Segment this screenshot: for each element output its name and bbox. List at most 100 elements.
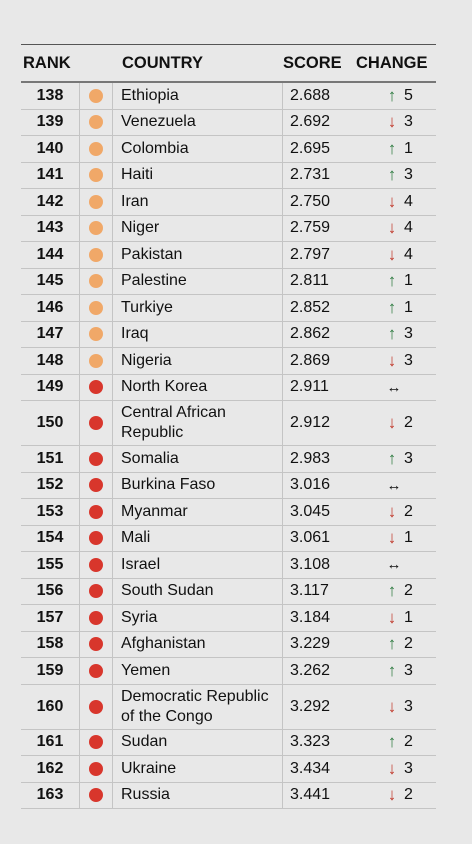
arrow-up-icon: ↑ [387, 165, 397, 185]
rank-cell: 153 [21, 499, 80, 525]
status-dot-icon [89, 327, 103, 342]
status-dot-icon [89, 380, 103, 395]
status-dot-icon [89, 451, 103, 466]
rank-cell: 158 [21, 631, 80, 657]
table-row: 154 Mali 3.061 ↓ 1 [21, 525, 436, 552]
header-rank: RANK [23, 53, 71, 72]
change-value: 3 [404, 449, 413, 467]
status-dot-icon [89, 663, 103, 678]
change-cell: ↑ 2 [356, 632, 436, 658]
score-cell: 3.117 [290, 582, 329, 600]
table-row: 140 Colombia 2.695 ↑ 1 [21, 136, 436, 163]
table-row: 159 Yemen 3.262 ↑ 3 [21, 658, 436, 685]
ranking-table: RANK COUNTRY SCORE CHANGE 138 Ethiopia 2.6… [21, 44, 436, 809]
header-score: SCORE [283, 53, 342, 72]
country-cell: Yemen [113, 658, 283, 684]
country-cell: Venezuela [113, 109, 283, 135]
table-row: 163 Russia 3.441 ↓ 2 [21, 782, 436, 809]
status-dot-cell [80, 658, 113, 684]
country-cell: Iraq [113, 321, 283, 347]
country-cell: Palestine [113, 268, 283, 294]
change-cell: ↑ 2 [356, 730, 436, 756]
arrow-up-icon: ↑ [387, 324, 397, 344]
table-header: RANK COUNTRY SCORE CHANGE [21, 45, 436, 83]
table-row: 150 Central African Republic 2.912 ↓ 2 [21, 401, 436, 446]
change-cell: ↓ 1 [356, 605, 436, 631]
change-cell: ↓ 2 [356, 499, 436, 525]
change-cell: ↑ 3 [356, 163, 436, 189]
table-row: 143 Niger 2.759 ↓ 4 [21, 215, 436, 242]
change-cell: ↔ [356, 375, 436, 401]
status-dot-cell [80, 684, 113, 729]
status-dot-icon [89, 274, 103, 289]
score-cell: 2.750 [290, 192, 331, 210]
table-row: 151 Somalia 2.983 ↑ 3 [21, 446, 436, 473]
status-dot-icon [89, 168, 103, 183]
table-row: 139 Venezuela 2.692 ↓ 3 [21, 109, 436, 136]
table-row: 146 Turkiye 2.852 ↑ 1 [21, 295, 436, 322]
country-cell: South Sudan [113, 578, 283, 604]
rank-cell: 144 [21, 242, 80, 268]
country-cell: Myanmar [113, 499, 283, 525]
country-cell: Syria [113, 605, 283, 631]
score-cell: 2.911 [290, 378, 329, 396]
change-cell: ↑ 1 [356, 295, 436, 321]
score-cell: 3.184 [290, 608, 331, 626]
status-dot-icon [89, 788, 103, 803]
change-value: 3 [404, 759, 413, 777]
status-dot-icon [89, 531, 103, 546]
status-dot-cell [80, 136, 113, 162]
status-dot-icon [89, 610, 103, 625]
status-dot-cell [80, 446, 113, 472]
country-cell: Pakistan [113, 242, 283, 268]
country-cell: Israel [113, 552, 283, 578]
score-cell: 2.692 [290, 113, 331, 131]
country-cell: Central African Republic [113, 401, 283, 445]
status-dot-cell [80, 109, 113, 135]
rank-cell: 157 [21, 605, 80, 631]
status-dot-cell [80, 578, 113, 604]
score-cell: 2.852 [290, 298, 331, 316]
change-cell: ↑ 2 [356, 579, 436, 605]
change-value: 1 [404, 139, 413, 157]
change-cell: ↑ 1 [356, 269, 436, 295]
status-dot-cell [80, 215, 113, 241]
status-dot-icon [89, 637, 103, 652]
change-value: 1 [404, 529, 413, 547]
change-cell: ↓ 3 [356, 348, 436, 374]
arrow-up-icon: ↑ [387, 448, 397, 468]
arrow-up-icon: ↑ [387, 85, 397, 105]
change-cell: ↑ 3 [356, 658, 436, 684]
table-row: 155 Israel 3.108 ↔ [21, 552, 436, 579]
status-dot-icon [89, 194, 103, 209]
arrow-up-icon: ↑ [387, 138, 397, 158]
score-cell: 2.759 [290, 219, 331, 237]
status-dot-cell [80, 472, 113, 498]
arrow-left-right-icon: ↔ [386, 378, 402, 396]
country-cell: Mali [113, 525, 283, 551]
table-row: 148 Nigeria 2.869 ↓ 3 [21, 348, 436, 375]
arrow-up-icon: ↑ [387, 732, 397, 752]
status-dot-cell [80, 348, 113, 374]
status-dot-cell [80, 268, 113, 294]
change-value: 4 [404, 192, 413, 210]
score-cell: 2.811 [290, 272, 329, 290]
rank-cell: 159 [21, 658, 80, 684]
arrow-down-icon: ↓ [387, 112, 397, 132]
country-cell: Sudan [113, 729, 283, 755]
change-cell: ↓ 2 [356, 783, 436, 809]
change-value: 2 [404, 786, 413, 804]
arrow-down-icon: ↓ [387, 528, 397, 548]
country-cell: Haiti [113, 162, 283, 188]
country-cell: Turkiye [113, 295, 283, 321]
rank-cell: 160 [21, 684, 80, 729]
change-value: 1 [404, 608, 413, 626]
score-cell: 3.292 [290, 697, 331, 715]
status-dot-icon [89, 416, 103, 430]
status-dot-icon [89, 699, 103, 714]
score-cell: 3.061 [290, 529, 331, 547]
rank-cell: 146 [21, 295, 80, 321]
score-cell: 2.797 [290, 245, 331, 263]
status-dot-cell [80, 83, 113, 109]
